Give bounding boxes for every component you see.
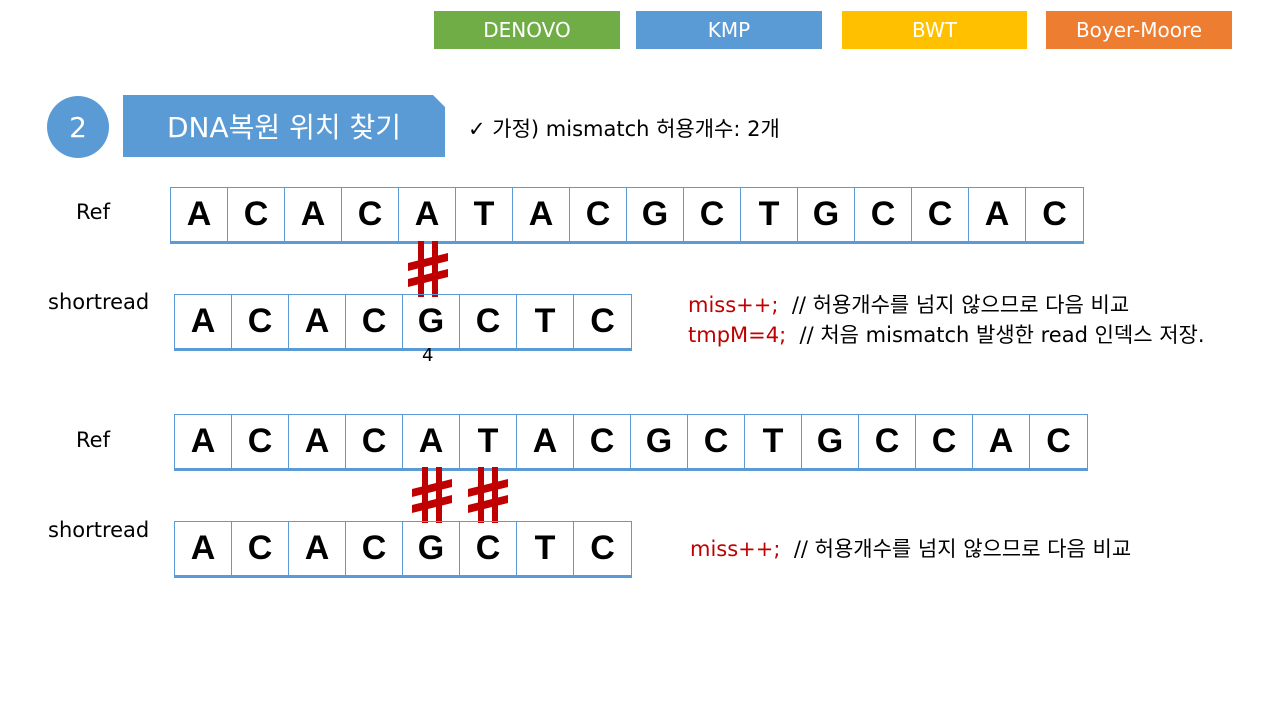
base-cell: C <box>460 295 517 348</box>
note-comment: // 처음 mismatch 발생한 read 인덱스 저장. <box>799 323 1205 347</box>
step-title: DNA복원 위치 찾기 <box>123 95 445 157</box>
note-line-2: tmpM=4; // 처음 mismatch 발생한 read 인덱스 저장. <box>688 320 1205 350</box>
shortread-label: shortread <box>48 290 150 314</box>
tab-boyer-moore[interactable]: Boyer-Moore <box>1046 11 1232 49</box>
tab-denovo[interactable]: DENOVO <box>434 11 620 49</box>
note-code: miss++; <box>688 293 779 317</box>
mismatch-marker <box>468 467 508 523</box>
base-cell: T <box>517 522 574 575</box>
base-cell: C <box>590 302 615 340</box>
base-cell: C <box>912 188 969 241</box>
base-cell: A <box>285 188 342 241</box>
base-cell: G <box>798 188 855 241</box>
base-cell: A <box>289 522 346 575</box>
mismatch-index-label: 4 <box>422 345 434 366</box>
base-cell: C <box>855 188 912 241</box>
base-cell: C <box>688 415 745 468</box>
base-cell: C <box>574 415 631 468</box>
mismatch-marker <box>412 467 452 523</box>
base-cell: A <box>399 188 456 241</box>
base-cell: G <box>627 188 684 241</box>
base-cell: C <box>1046 422 1071 460</box>
base-cell: A <box>973 415 1030 468</box>
base-cell: T <box>741 188 798 241</box>
base-cell: A <box>175 295 232 348</box>
base-cell: A <box>517 415 574 468</box>
note-comment: // 허용개수를 넘지 않으므로 다음 비교 <box>793 537 1132 561</box>
base-cell: A <box>289 415 346 468</box>
base-cell: C <box>346 295 403 348</box>
ref-label: Ref <box>76 200 110 224</box>
base-cell: C <box>232 295 289 348</box>
base-cell: A <box>513 188 570 241</box>
note-code: tmpM=4; <box>688 323 787 347</box>
base-cell: C <box>916 415 973 468</box>
base-cell: A <box>289 295 346 348</box>
note-line-1: miss++; // 허용개수를 넘지 않으므로 다음 비교 <box>688 290 1205 320</box>
base-cell: G <box>631 415 688 468</box>
ref-label: Ref <box>76 428 110 452</box>
base-cell: C <box>684 188 741 241</box>
base-cell: C <box>232 415 289 468</box>
base-cell: A <box>175 415 232 468</box>
base-cell: C <box>232 522 289 575</box>
base-cell: T <box>745 415 802 468</box>
shortread-label: shortread <box>48 518 150 542</box>
step-number-badge: 2 <box>47 96 109 158</box>
base-cell: G <box>403 295 460 348</box>
base-cell: T <box>460 415 517 468</box>
assumption-text: ✓ 가정) mismatch 허용개수: 2개 <box>468 117 780 141</box>
mismatch-marker <box>408 241 448 297</box>
comparison1-note: miss++; // 허용개수를 넘지 않으므로 다음 비교 tmpM=4; /… <box>688 290 1205 350</box>
base-cell: C <box>859 415 916 468</box>
note-code: miss++; <box>690 537 781 561</box>
base-cell: C <box>346 415 403 468</box>
base-cell: T <box>456 188 513 241</box>
note-line-1: miss++; // 허용개수를 넘지 않으므로 다음 비교 <box>690 534 1131 564</box>
base-cell: T <box>517 295 574 348</box>
base-cell: C <box>342 188 399 241</box>
base-cell: A <box>171 188 228 241</box>
tab-kmp[interactable]: KMP <box>636 11 822 49</box>
base-cell: C <box>1042 195 1067 233</box>
base-cell: G <box>802 415 859 468</box>
base-cell: A <box>969 188 1026 241</box>
base-cell: A <box>403 415 460 468</box>
base-cell: C <box>228 188 285 241</box>
base-cell: C <box>460 522 517 575</box>
note-comment: // 허용개수를 넘지 않으므로 다음 비교 <box>791 293 1130 317</box>
base-cell: G <box>403 522 460 575</box>
tab-bwt[interactable]: BWT <box>842 11 1027 49</box>
base-cell: C <box>590 529 615 567</box>
base-cell: A <box>175 522 232 575</box>
comparison2-note: miss++; // 허용개수를 넘지 않으므로 다음 비교 <box>690 534 1131 564</box>
base-cell: C <box>346 522 403 575</box>
base-cell: C <box>570 188 627 241</box>
